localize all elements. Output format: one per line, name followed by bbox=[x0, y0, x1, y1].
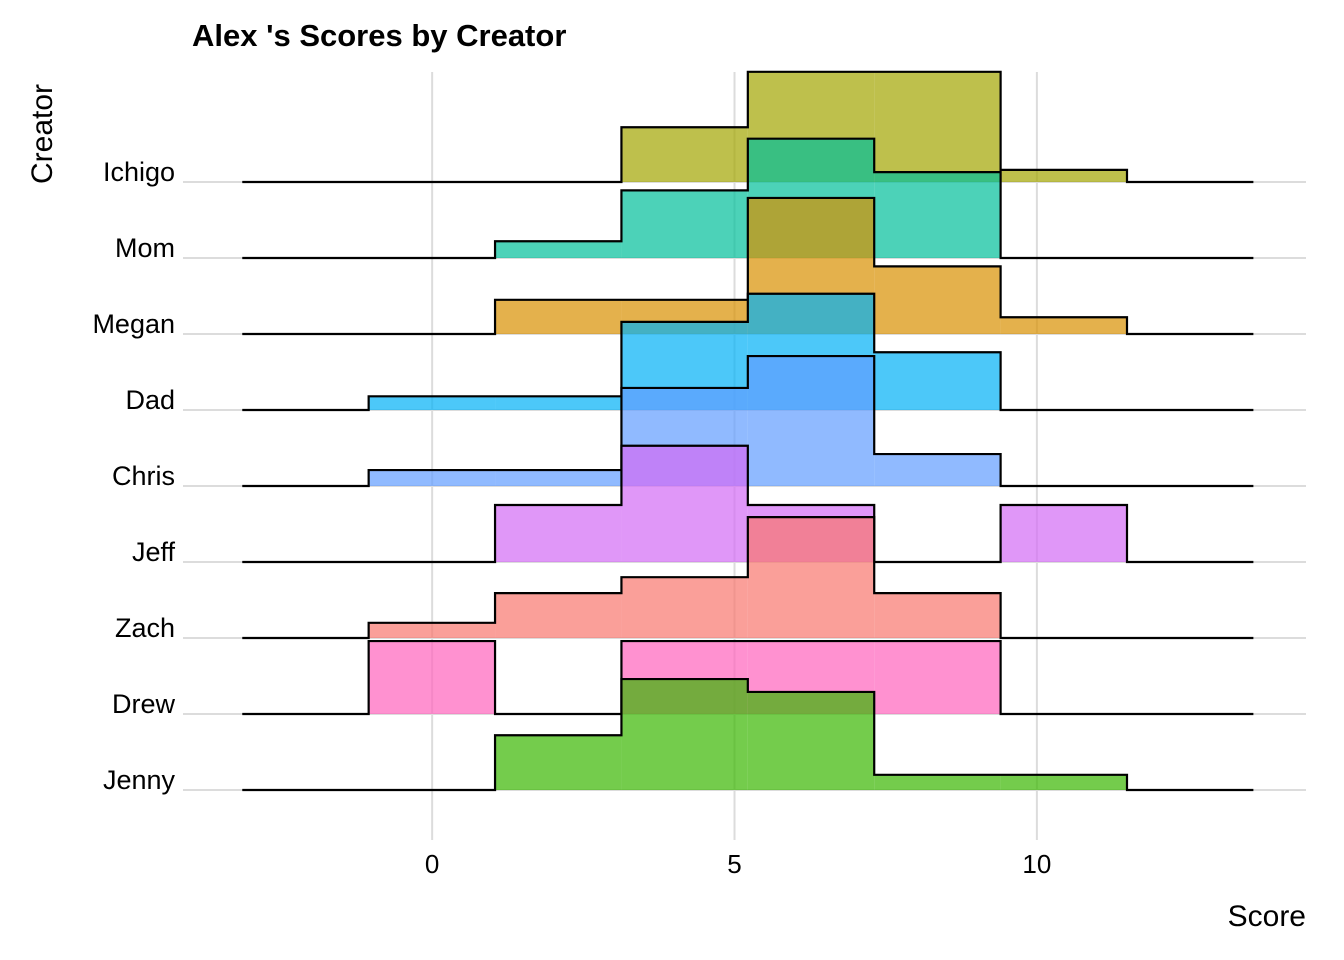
bar bbox=[747, 356, 875, 486]
bar bbox=[368, 641, 496, 714]
bar bbox=[621, 679, 748, 790]
ridge-outline bbox=[242, 354, 1254, 488]
ridge-outline bbox=[242, 70, 1254, 184]
y-tick-label: Ichigo bbox=[103, 157, 175, 187]
ridge bbox=[242, 70, 1254, 184]
bar bbox=[495, 299, 622, 334]
bar bbox=[874, 641, 1001, 714]
bar bbox=[1000, 169, 1127, 182]
y-tick-label: Megan bbox=[92, 309, 175, 339]
bar bbox=[495, 593, 622, 638]
ridge-outline bbox=[242, 196, 1254, 336]
bar bbox=[874, 593, 1001, 638]
x-axis-label: Score bbox=[1228, 900, 1306, 933]
layer bbox=[242, 70, 1254, 792]
chart-title: Alex 's Scores by Creator bbox=[192, 18, 566, 53]
bar bbox=[747, 517, 875, 638]
ridge bbox=[242, 516, 1254, 640]
bar bbox=[495, 396, 622, 410]
x-tick-label: 10 bbox=[1022, 849, 1051, 879]
bar bbox=[368, 622, 496, 638]
ridge bbox=[242, 677, 1254, 792]
ridge-outline bbox=[242, 516, 1254, 640]
ridge-outline bbox=[242, 639, 1254, 716]
bar bbox=[495, 735, 622, 790]
y-axis-label: Creator bbox=[26, 84, 59, 184]
bar bbox=[621, 577, 748, 638]
bar bbox=[621, 127, 748, 182]
bar bbox=[1000, 774, 1127, 790]
ridge-outline bbox=[242, 677, 1254, 792]
bar bbox=[874, 352, 1001, 410]
x-tick-label: 5 bbox=[727, 849, 741, 879]
bar bbox=[874, 172, 1001, 258]
y-tick-label: Jenny bbox=[103, 765, 176, 795]
bar bbox=[368, 470, 496, 486]
bar bbox=[495, 470, 622, 486]
y-tick-label: Jeff bbox=[132, 537, 176, 567]
x-tick-label: 0 bbox=[425, 849, 439, 879]
bar bbox=[495, 505, 622, 562]
bar bbox=[495, 241, 622, 258]
bar bbox=[368, 396, 496, 410]
ridge-outline bbox=[242, 444, 1254, 564]
bar bbox=[1000, 317, 1127, 334]
bar bbox=[874, 266, 1001, 334]
y-tick-label: Chris bbox=[112, 461, 175, 491]
ridge-outline bbox=[242, 137, 1254, 260]
bar bbox=[747, 691, 875, 790]
bar bbox=[874, 71, 1001, 182]
y-tick-label: Drew bbox=[112, 689, 176, 719]
ridge bbox=[242, 354, 1254, 488]
bar bbox=[621, 190, 748, 258]
bar bbox=[1000, 505, 1127, 562]
bar bbox=[621, 445, 748, 562]
layer: 0 5 10 Ichigo Mom Megan Dad Chris Jeff Zach Drew Je… bbox=[92, 157, 1051, 879]
ridge-outline bbox=[242, 292, 1254, 412]
y-tick-label: Dad bbox=[125, 385, 175, 415]
y-tick-label: Mom bbox=[115, 233, 175, 263]
bar bbox=[874, 774, 1001, 790]
y-tick-label: Zach bbox=[115, 613, 175, 643]
bar bbox=[874, 454, 1001, 486]
